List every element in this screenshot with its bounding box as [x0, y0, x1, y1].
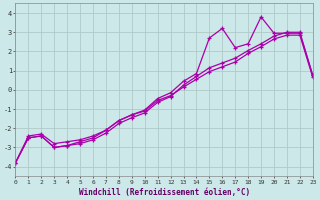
- X-axis label: Windchill (Refroidissement éolien,°C): Windchill (Refroidissement éolien,°C): [78, 188, 250, 197]
